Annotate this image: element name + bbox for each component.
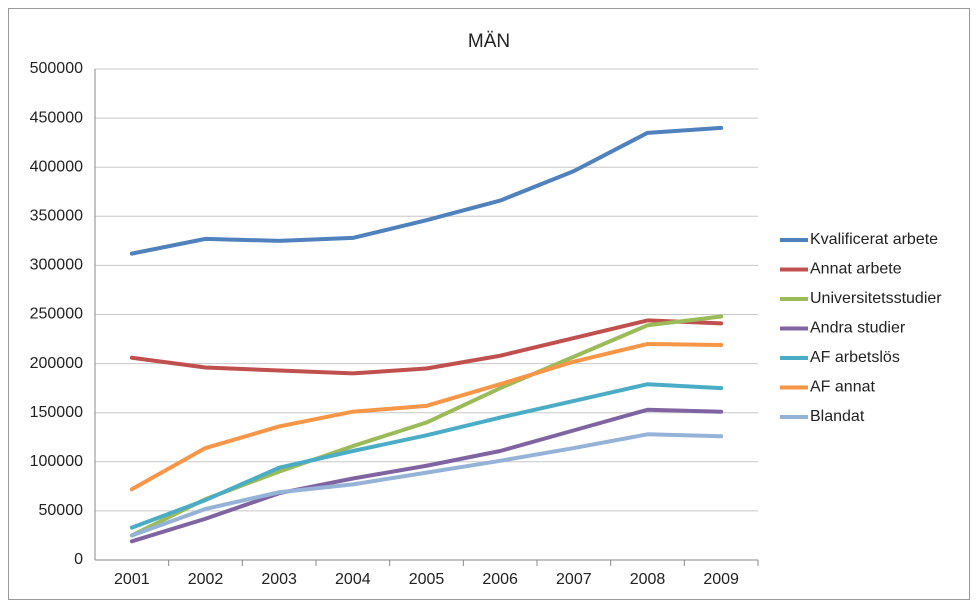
chart-border: [8, 8, 970, 600]
legend-label: Kvalificerat arbete: [810, 231, 938, 248]
series-line: [129, 432, 724, 538]
series-line: [129, 382, 724, 530]
x-tick-label: 2007: [556, 571, 592, 588]
series-line: [129, 341, 724, 492]
y-tick-label: 450000: [30, 109, 83, 126]
legend-label: AF annat: [810, 379, 875, 396]
y-tick-label: 150000: [30, 404, 83, 421]
y-tick-label: 350000: [30, 208, 83, 225]
legend-label: Blandat: [810, 408, 865, 425]
y-tick-label: 200000: [30, 355, 83, 372]
legend-label: Andra studier: [810, 320, 906, 337]
legend-label: Universitetsstudier: [810, 290, 942, 307]
y-tick-label: 250000: [30, 306, 83, 323]
legend-label: Annat arbete: [810, 261, 902, 278]
y-tick-label: 100000: [30, 453, 83, 470]
x-tick-label: 2001: [114, 571, 150, 588]
y-tick-label: 500000: [30, 60, 83, 77]
series-line: [129, 318, 724, 376]
x-tick-label: 2008: [630, 571, 666, 588]
x-tick-label: 2003: [261, 571, 297, 588]
y-tick-label: 50000: [39, 502, 84, 519]
series-line: [129, 125, 724, 256]
x-tick-label: 2006: [482, 571, 518, 588]
y-tick-label: 300000: [30, 257, 83, 274]
y-tick-label: 400000: [30, 158, 83, 175]
y-tick-label: 0: [74, 551, 83, 568]
chart-title: MÄN: [468, 31, 510, 52]
x-tick-label: 2009: [703, 571, 739, 588]
series-line: [129, 407, 724, 544]
legend-label: AF arbetslös: [810, 349, 900, 366]
x-tick-label: 2004: [335, 571, 371, 588]
x-tick-label: 2002: [188, 571, 224, 588]
x-tick-label: 2005: [409, 571, 445, 588]
